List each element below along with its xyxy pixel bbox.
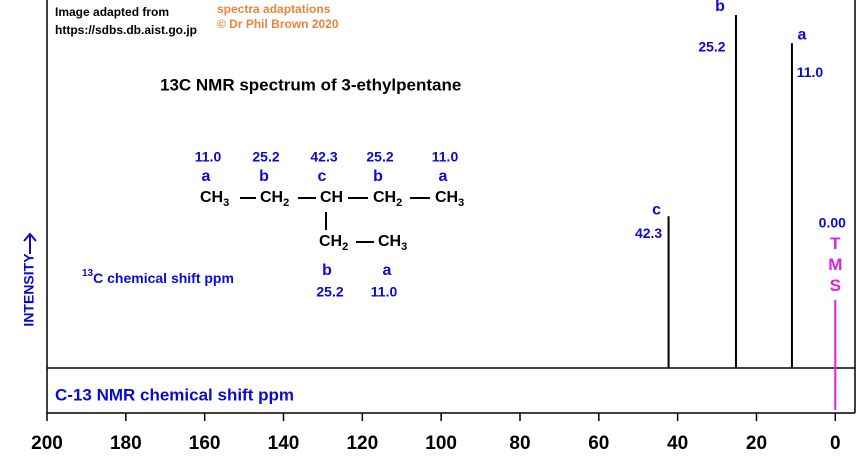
x-tick-label: 40 bbox=[667, 433, 688, 454]
structure-group: CH bbox=[320, 189, 343, 206]
structure-letter: a bbox=[383, 262, 392, 279]
structure-shift: 25.2 bbox=[252, 149, 279, 165]
x-tick-label: 60 bbox=[588, 433, 609, 454]
peak-shift: 42.3 bbox=[635, 225, 662, 241]
x-tick-label: 80 bbox=[509, 433, 530, 454]
structure-shift: 11.0 bbox=[371, 284, 398, 300]
x-tick-label: 180 bbox=[110, 433, 142, 454]
x-tick-label: 140 bbox=[268, 433, 300, 454]
credit: https://sdbs.db.aist.go.jp bbox=[55, 23, 197, 37]
x-tick-label: 200 bbox=[31, 433, 63, 454]
structure-group: CH3 bbox=[378, 233, 407, 253]
structure-group: CH2 bbox=[319, 233, 348, 253]
peak-letter: b bbox=[715, 0, 725, 15]
peak-shift: 11.0 bbox=[797, 64, 824, 80]
intensity-arrow bbox=[23, 232, 37, 254]
structure-shift: 11.0 bbox=[195, 149, 222, 165]
x-axis-label: C-13 NMR chemical shift ppm bbox=[55, 385, 294, 404]
structure-letter: a bbox=[439, 168, 448, 185]
structure-letter: b bbox=[259, 168, 269, 185]
structure-shift: 42.3 bbox=[310, 149, 337, 165]
x-tick-label: 0 bbox=[830, 433, 841, 454]
peak-shift: 25.2 bbox=[698, 39, 725, 55]
x-tick-label: 100 bbox=[425, 433, 457, 454]
x-tick-label: 20 bbox=[746, 433, 767, 454]
structure-group: CH3 bbox=[435, 189, 464, 209]
peak-letter: a bbox=[797, 26, 806, 43]
credit: Image adapted from bbox=[55, 5, 169, 19]
structure-shift: 25.2 bbox=[316, 284, 343, 300]
x-tick-label: 120 bbox=[346, 433, 378, 454]
frame bbox=[46, 0, 856, 414]
adaptation: spectra adaptations bbox=[217, 2, 331, 16]
structure-letter: a bbox=[202, 168, 211, 185]
structure-group: CH3 bbox=[200, 189, 229, 209]
bonds bbox=[240, 197, 430, 243]
peak-letter: c bbox=[652, 201, 661, 218]
x-tick-label: 160 bbox=[189, 433, 221, 454]
structure-shift: 25.2 bbox=[366, 149, 393, 165]
y-axis-label: INTENSITY bbox=[21, 253, 37, 327]
structure-letter: c bbox=[318, 168, 327, 185]
structure-letter: b bbox=[373, 168, 383, 185]
adaptation: © Dr Phil Brown 2020 bbox=[217, 17, 339, 31]
structure-group: CH2 bbox=[373, 189, 402, 209]
note: 13C chemical shift ppm bbox=[82, 268, 234, 286]
tms-shift: 0.00 bbox=[819, 215, 846, 231]
structure-group: CH2 bbox=[260, 189, 289, 209]
structure-letter: b bbox=[322, 262, 332, 279]
chart-title: 13C NMR spectrum of 3-ethylpentane bbox=[160, 75, 461, 94]
structure-shift: 11.0 bbox=[432, 149, 459, 165]
